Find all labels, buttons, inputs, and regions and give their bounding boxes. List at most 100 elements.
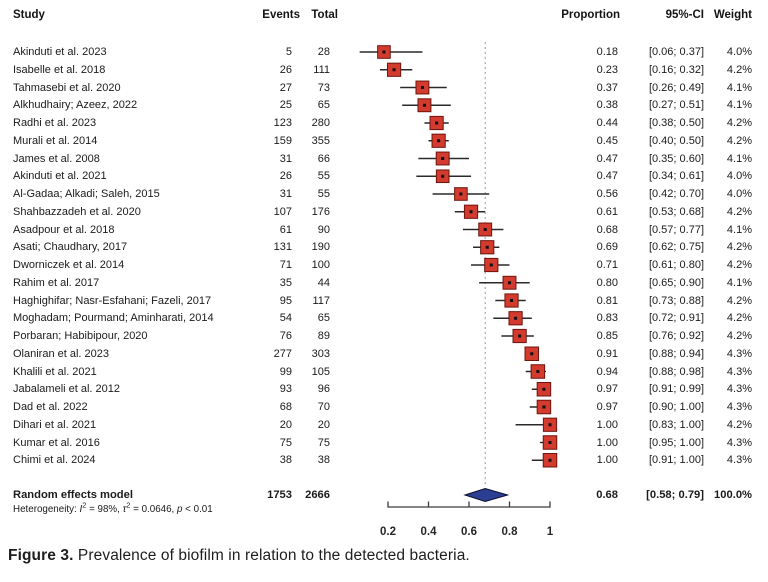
study-name: Isabelle et al. 2018 xyxy=(13,63,106,76)
study-weight: 4.2% xyxy=(726,294,752,307)
study-total: 355 xyxy=(311,134,330,147)
study-weight: 4.1% xyxy=(726,152,752,165)
study-ci: [0.16; 0.32] xyxy=(648,63,704,76)
study-name: Moghadam; Pourmand; Aminharati, 2014 xyxy=(13,312,214,325)
study-proportion: 0.71 xyxy=(596,259,618,271)
het-mid2: = 0.0646, xyxy=(130,504,177,515)
study-row: Murali et al. 2014 159 355 0.45 [0.40; 0… xyxy=(0,134,768,148)
study-row: Kumar et al. 2016 75 75 1.00 [0.95; 1.00… xyxy=(0,436,768,450)
study-events: 54 xyxy=(279,312,292,325)
study-events: 31 xyxy=(279,188,292,200)
study-row: Dad et al. 2022 68 70 0.97 [0.90; 1.00] … xyxy=(0,400,768,414)
study-name: Rahim et al. 2017 xyxy=(13,276,100,289)
study-proportion: 1.00 xyxy=(596,418,618,431)
study-total: 100 xyxy=(311,259,330,271)
study-weight: 4.0% xyxy=(726,46,752,58)
study-row: Dworniczek et al. 2014 71 100 0.71 [0.61… xyxy=(0,258,768,272)
study-row: Akinduti et al. 2023 5 28 0.18 [0.06; 0.… xyxy=(0,45,768,59)
study-row: Asati; Chaudhary, 2017 131 190 0.69 [0.6… xyxy=(0,240,768,254)
study-ci: [0.88; 0.94] xyxy=(648,347,704,360)
study-ci: [0.62; 0.75] xyxy=(648,241,704,254)
study-events: 123 xyxy=(273,117,292,129)
study-total: 303 xyxy=(311,347,330,360)
study-proportion: 0.61 xyxy=(596,205,618,218)
study-events: 5 xyxy=(285,46,292,58)
heterogeneity-note: Heterogeneity: I2 = 98%, τ2 = 0.0646, p … xyxy=(13,500,213,515)
study-events: 38 xyxy=(279,454,292,467)
study-ci: [0.90; 1.00] xyxy=(648,401,704,413)
study-total: 55 xyxy=(317,170,330,183)
axis-tick-label: 0.4 xyxy=(421,526,438,538)
study-ci: [0.34; 0.61] xyxy=(648,170,704,183)
study-weight: 4.1% xyxy=(726,276,752,289)
study-events: 68 xyxy=(279,401,292,413)
study-weight: 4.3% xyxy=(726,383,752,396)
study-total: 90 xyxy=(317,223,330,236)
study-total: 65 xyxy=(317,99,330,112)
study-row: Khalili et al. 2021 99 105 0.94 [0.88; 0… xyxy=(0,365,768,379)
study-name: Alkhudhairy; Azeez, 2022 xyxy=(13,99,138,112)
study-name: Radhi et al. 2023 xyxy=(13,117,97,129)
study-weight: 4.1% xyxy=(726,81,752,94)
study-proportion: 0.83 xyxy=(596,312,618,325)
summary-label: Random effects model xyxy=(13,489,133,501)
het-i-symbol: I xyxy=(79,504,83,515)
study-events: 61 xyxy=(279,223,292,236)
study-total: 75 xyxy=(317,436,330,449)
study-name: Asadpour et al. 2018 xyxy=(13,223,115,236)
het-tau-symbol: τ xyxy=(122,504,127,515)
study-name: Dad et al. 2022 xyxy=(13,401,88,413)
study-row: Dihari et al. 2021 20 20 1.00 [0.83; 1.0… xyxy=(0,418,768,432)
study-weight: 4.0% xyxy=(726,188,752,200)
study-events: 25 xyxy=(279,99,292,112)
study-total: 105 xyxy=(311,365,330,378)
study-weight: 4.3% xyxy=(726,401,752,413)
study-proportion: 0.97 xyxy=(596,401,618,413)
axis-tick-label: 1 xyxy=(547,526,554,538)
study-total: 65 xyxy=(317,312,330,325)
summary-ci: [0.58; 0.79] xyxy=(646,489,704,501)
study-total: 28 xyxy=(317,46,330,58)
study-total: 38 xyxy=(317,454,330,467)
study-ci: [0.91; 1.00] xyxy=(648,454,704,467)
study-proportion: 0.97 xyxy=(596,383,618,396)
summary-proportion: 0.68 xyxy=(596,489,618,501)
study-name: Al-Gadaa; Alkadi; Saleh, 2015 xyxy=(13,188,160,200)
study-ci: [0.57; 0.77] xyxy=(648,223,704,236)
study-weight: 4.3% xyxy=(726,347,752,360)
het-i-exponent: 2 xyxy=(82,500,87,510)
study-weight: 4.2% xyxy=(726,312,752,325)
study-row: Akinduti et al. 2021 26 55 0.47 [0.34; 0… xyxy=(0,169,768,183)
study-row: Olaniran et al. 2023 277 303 0.91 [0.88;… xyxy=(0,347,768,361)
study-row: Moghadam; Pourmand; Aminharati, 2014 54 … xyxy=(0,311,768,325)
study-ci: [0.27; 0.51] xyxy=(648,99,704,112)
study-total: 44 xyxy=(317,276,330,289)
het-tau-exponent: 2 xyxy=(126,500,131,510)
study-events: 131 xyxy=(273,241,292,254)
study-events: 107 xyxy=(273,205,292,218)
study-proportion: 0.56 xyxy=(596,188,618,200)
study-events: 277 xyxy=(273,347,292,360)
study-total: 55 xyxy=(317,188,330,200)
study-events: 99 xyxy=(279,365,292,378)
study-name: Porbaran; Habibipour, 2020 xyxy=(13,330,148,342)
study-name: Shahbazzadeh et al. 2020 xyxy=(13,205,141,218)
study-weight: 4.2% xyxy=(726,418,752,431)
study-name: Akinduti et al. 2021 xyxy=(13,170,107,183)
study-weight: 4.2% xyxy=(726,205,752,218)
study-row: Porbaran; Habibipour, 2020 76 89 0.85 [0… xyxy=(0,329,768,343)
study-weight: 4.2% xyxy=(726,134,752,147)
study-row: Isabelle et al. 2018 26 111 0.23 [0.16; … xyxy=(0,63,768,77)
study-ci: [0.38; 0.50] xyxy=(648,117,704,129)
study-row: James et al. 2008 31 66 0.47 [0.35; 0.60… xyxy=(0,152,768,166)
study-weight: 4.1% xyxy=(726,99,752,112)
study-total: 111 xyxy=(313,63,330,76)
study-name: Khalili et al. 2021 xyxy=(13,365,97,378)
study-total: 176 xyxy=(311,205,330,218)
study-total: 190 xyxy=(311,241,330,254)
study-total: 96 xyxy=(317,383,330,396)
header-ci: 95%-CI xyxy=(665,9,704,21)
study-total: 280 xyxy=(311,117,330,129)
study-weight: 4.2% xyxy=(726,117,752,129)
study-events: 31 xyxy=(279,152,292,165)
